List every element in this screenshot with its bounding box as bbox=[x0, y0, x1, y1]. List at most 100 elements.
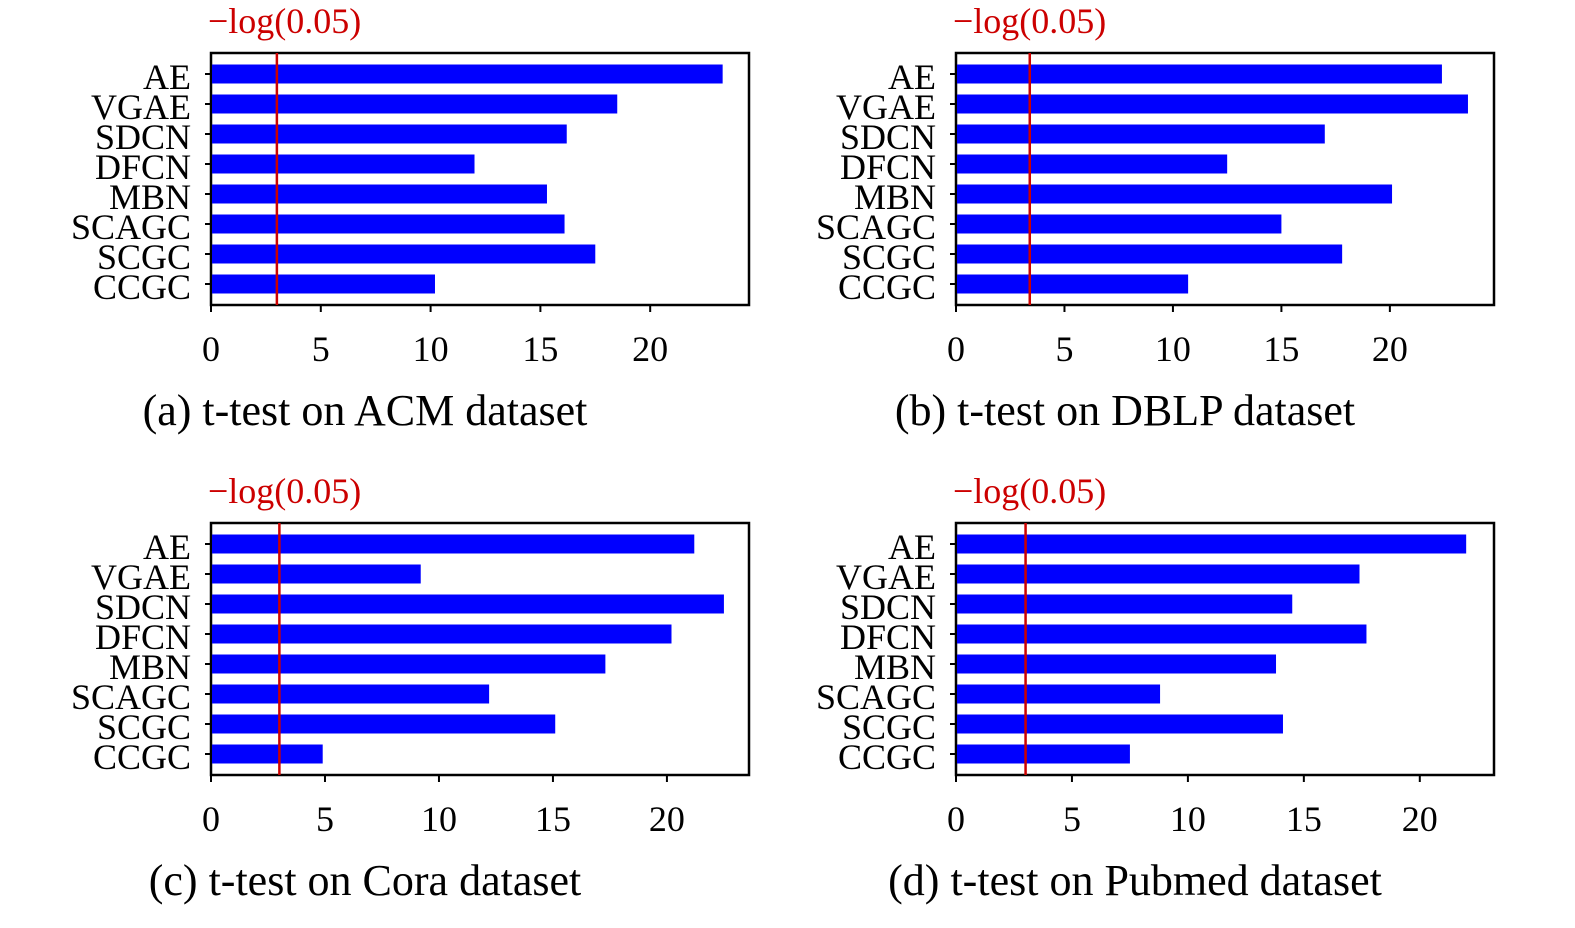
y-tick-label-cora-dfcn: DFCN bbox=[95, 617, 191, 657]
x-tick-label-acm-5: 5 bbox=[312, 329, 330, 369]
y-tick-label-acm-ccgc: CCGC bbox=[93, 267, 191, 307]
bar-dblp-vgae bbox=[957, 94, 1468, 114]
y-tick-label-cora-ccgc: CCGC bbox=[93, 737, 191, 777]
x-tick-label-cora-15: 15 bbox=[535, 799, 571, 839]
y-tick-label-pubmed-vgae: VGAE bbox=[836, 557, 936, 597]
bar-pubmed-dfcn bbox=[957, 624, 1367, 644]
bar-acm-sdcn bbox=[212, 124, 567, 144]
y-tick-label-cora-mbn: MBN bbox=[109, 647, 191, 687]
x-tick-label-pubmed-15: 15 bbox=[1286, 799, 1322, 839]
y-tick-label-cora-scagc: SCAGC bbox=[71, 677, 191, 717]
bar-cora-vgae bbox=[212, 564, 421, 584]
y-tick-label-cora-vgae: VGAE bbox=[91, 557, 191, 597]
bar-dblp-dfcn bbox=[957, 154, 1228, 174]
y-tick-label-acm-dfcn: DFCN bbox=[95, 147, 191, 187]
y-tick-label-pubmed-ae: AE bbox=[888, 527, 936, 567]
y-tick-label-acm-vgae: VGAE bbox=[91, 87, 191, 127]
y-tick-label-cora-sdcn: SDCN bbox=[95, 587, 191, 627]
x-tick-label-acm-0: 0 bbox=[202, 329, 220, 369]
bar-dblp-ae bbox=[957, 64, 1442, 84]
y-tick-label-acm-scgc: SCGC bbox=[97, 237, 191, 277]
y-tick-label-dblp-scagc: SCAGC bbox=[816, 207, 936, 247]
x-tick-label-cora-5: 5 bbox=[316, 799, 334, 839]
y-tick-label-acm-ae: AE bbox=[143, 57, 191, 97]
x-tick-label-dblp-0: 0 bbox=[947, 329, 965, 369]
bar-pubmed-scgc bbox=[957, 714, 1283, 734]
chart-caption-cora: (c) t-test on Cora dataset bbox=[148, 856, 582, 905]
bar-cora-ccgc bbox=[212, 744, 323, 764]
bar-pubmed-scagc bbox=[957, 684, 1161, 704]
x-tick-label-dblp-20: 20 bbox=[1372, 329, 1408, 369]
y-tick-label-dblp-scgc: SCGC bbox=[842, 237, 936, 277]
bar-acm-ae bbox=[212, 64, 723, 84]
bar-acm-scgc bbox=[212, 244, 596, 264]
y-tick-label-acm-scagc: SCAGC bbox=[71, 207, 191, 247]
bar-pubmed-vgae bbox=[957, 564, 1360, 584]
y-tick-label-pubmed-scgc: SCGC bbox=[842, 707, 936, 747]
y-tick-label-dblp-sdcn: SDCN bbox=[840, 117, 936, 157]
y-tick-label-cora-ae: AE bbox=[143, 527, 191, 567]
y-tick-label-dblp-ccgc: CCGC bbox=[838, 267, 936, 307]
x-tick-label-dblp-10: 10 bbox=[1155, 329, 1191, 369]
y-tick-label-cora-scgc: SCGC bbox=[97, 707, 191, 747]
threshold-label-cora: −log(0.05) bbox=[208, 471, 361, 511]
x-tick-label-pubmed-20: 20 bbox=[1402, 799, 1438, 839]
x-tick-label-pubmed-0: 0 bbox=[947, 799, 965, 839]
bar-dblp-ccgc bbox=[957, 274, 1189, 294]
bar-dblp-scagc bbox=[957, 214, 1282, 234]
x-tick-label-cora-20: 20 bbox=[649, 799, 685, 839]
bar-acm-dfcn bbox=[212, 154, 475, 174]
chart-caption-acm: (a) t-test on ACM dataset bbox=[142, 386, 588, 435]
x-tick-label-dblp-15: 15 bbox=[1263, 329, 1299, 369]
threshold-label-dblp: −log(0.05) bbox=[953, 1, 1106, 41]
y-tick-label-dblp-mbn: MBN bbox=[854, 177, 936, 217]
y-tick-label-acm-sdcn: SDCN bbox=[95, 117, 191, 157]
bar-cora-scgc bbox=[212, 714, 556, 734]
y-tick-label-pubmed-sdcn: SDCN bbox=[840, 587, 936, 627]
y-tick-label-dblp-vgae: VGAE bbox=[836, 87, 936, 127]
y-tick-label-pubmed-dfcn: DFCN bbox=[840, 617, 936, 657]
chart-caption-dblp: (b) t-test on DBLP dataset bbox=[894, 386, 1356, 435]
chart-caption-pubmed: (d) t-test on Pubmed dataset bbox=[888, 856, 1382, 905]
y-tick-label-dblp-ae: AE bbox=[888, 57, 936, 97]
bar-pubmed-mbn bbox=[957, 654, 1277, 674]
threshold-label-pubmed: −log(0.05) bbox=[953, 471, 1106, 511]
bar-cora-dfcn bbox=[212, 624, 672, 644]
chart-panel-acm: AE VGAE SDCN DFCN MBN SCAGC SCGC CCGC 0 5 10 15 20 −l… bbox=[0, 0, 787, 458]
y-tick-label-pubmed-ccgc: CCGC bbox=[838, 737, 936, 777]
x-tick-label-acm-15: 15 bbox=[522, 329, 558, 369]
chart-panel-cora: AE VGAE SDCN DFCN MBN SCAGC SCGC CCGC 0 5 10 15 20 −l… bbox=[0, 470, 787, 928]
chart-panel-dblp: AE VGAE SDCN DFCN MBN SCAGC SCGC CCGC 0 5 10 15 20 −l… bbox=[745, 0, 1532, 458]
bar-acm-mbn bbox=[212, 184, 547, 204]
x-tick-label-cora-0: 0 bbox=[202, 799, 220, 839]
y-tick-label-pubmed-scagc: SCAGC bbox=[816, 677, 936, 717]
x-tick-label-acm-20: 20 bbox=[632, 329, 668, 369]
bar-acm-vgae bbox=[212, 94, 618, 114]
plot-frame-cora bbox=[209, 521, 751, 777]
chart-panel-pubmed: AE VGAE SDCN DFCN MBN SCAGC SCGC CCGC 0 5 10 15 20 −l… bbox=[745, 470, 1532, 928]
bar-dblp-mbn bbox=[957, 184, 1393, 204]
bar-pubmed-sdcn bbox=[957, 594, 1293, 614]
bar-cora-sdcn bbox=[212, 594, 724, 614]
threshold-label-acm: −log(0.05) bbox=[208, 1, 361, 41]
y-tick-label-acm-mbn: MBN bbox=[109, 177, 191, 217]
y-tick-label-dblp-dfcn: DFCN bbox=[840, 147, 936, 187]
x-tick-label-acm-10: 10 bbox=[413, 329, 449, 369]
x-tick-label-cora-10: 10 bbox=[421, 799, 457, 839]
bar-pubmed-ae bbox=[957, 534, 1467, 554]
bar-dblp-sdcn bbox=[957, 124, 1325, 144]
plot-frame-dblp bbox=[954, 51, 1496, 307]
plot-frame-acm bbox=[209, 51, 751, 307]
x-tick-label-pubmed-5: 5 bbox=[1063, 799, 1081, 839]
bar-cora-scagc bbox=[212, 684, 490, 704]
bar-dblp-scgc bbox=[957, 244, 1343, 264]
bar-cora-mbn bbox=[212, 654, 606, 674]
x-tick-label-pubmed-10: 10 bbox=[1170, 799, 1206, 839]
bar-acm-scagc bbox=[212, 214, 565, 234]
plot-frame-pubmed bbox=[954, 521, 1496, 777]
y-tick-label-pubmed-mbn: MBN bbox=[854, 647, 936, 687]
